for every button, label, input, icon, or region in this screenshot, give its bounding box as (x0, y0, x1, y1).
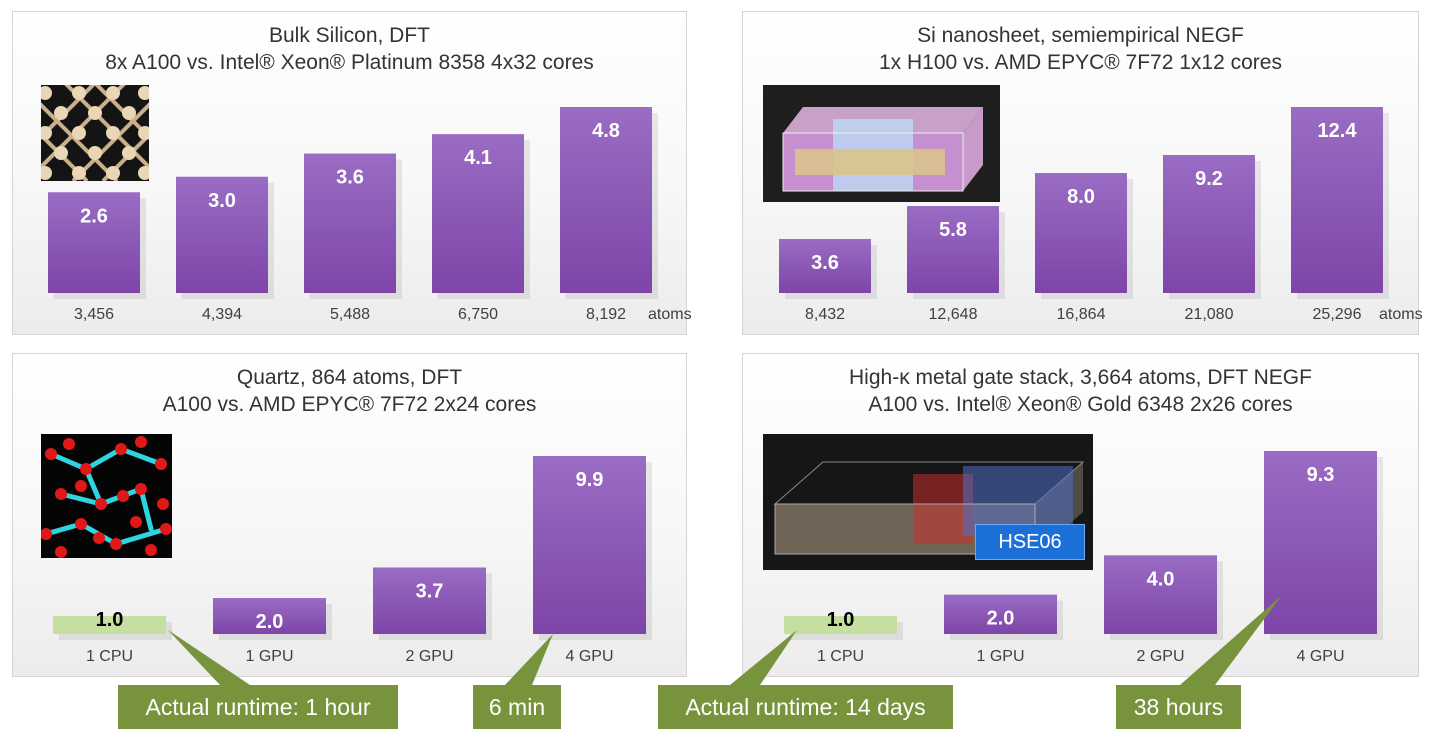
bar-2-gpu (373, 567, 486, 634)
category-label: 5,488 (330, 306, 370, 323)
category-label: 8,432 (805, 306, 845, 323)
bar-chart-bulk-silicon: 2.6 3,456 3.0 4,394 3.6 5,488 4.1 6,750 4.8 8,192… (48, 107, 692, 323)
bar-value-label: 12.4 (1318, 120, 1358, 142)
quartz-lattice-icon (41, 434, 172, 558)
bar-4-gpu (533, 456, 646, 634)
chart-title-line-1: Quartz, 864 atoms, DFT (236, 366, 463, 389)
chart-title-line-1: Si nanosheet, semiempirical NEGF (917, 24, 1244, 47)
bar-value-label: 4.8 (592, 120, 620, 142)
chart-title-line-1: Bulk Silicon, DFT (268, 24, 431, 47)
chart-title-line-1: High-κ metal gate stack, 3,664 atoms, DF… (849, 366, 1312, 389)
category-label: 8,192 (586, 306, 626, 323)
axis-unit-label: atoms (648, 306, 692, 323)
chart-title-line-2: A100 vs. AMD EPYC® 7F72 2x24 cores (162, 393, 537, 416)
panel-bulk-silicon: Bulk Silicon, DFT 8x A100 vs. Intel® Xeo… (12, 11, 692, 335)
chart-title: Si nanosheet, semiempirical NEGF 1x H100… (743, 22, 1418, 76)
category-label: 1 CPU (817, 648, 864, 665)
bar-value-label: 5.8 (939, 219, 967, 241)
bar-1-gpu (944, 594, 1057, 634)
bar-value-label: 9.3 (1307, 464, 1335, 486)
chart-title-line-2: A100 vs. Intel® Xeon® Gold 6348 2x26 cor… (868, 393, 1293, 416)
callout-cpu-runtime-quartz: Actual runtime: 1 hour (118, 685, 398, 729)
category-label: 2 GPU (405, 648, 453, 665)
category-label: 1 CPU (86, 648, 133, 665)
panel-quartz: Quartz, 864 atoms, DFT A100 vs. AMD EPYC… (12, 353, 687, 677)
bar-8-192 (560, 107, 652, 293)
bar-value-label: 3.0 (208, 190, 236, 212)
panel-high-k-gate-stack: High-κ metal gate stack, 3,664 atoms, DF… (742, 353, 1419, 677)
category-label: 16,864 (1057, 306, 1106, 323)
bar-chart-si-nanosheet: 3.6 8,432 5.8 12,648 8.0 16,864 9.2 21,080 12.4 2… (779, 107, 1423, 323)
si-nanosheet-device-image (763, 85, 1000, 202)
bar-4-394 (176, 176, 268, 293)
category-label: 3,456 (74, 306, 114, 323)
bar-21-080 (1163, 155, 1255, 293)
bar-3-456 (48, 192, 140, 293)
category-label: 21,080 (1185, 306, 1234, 323)
bar-1-gpu (213, 598, 326, 634)
bar-value-label: 4.0 (1147, 568, 1175, 590)
bar-value-label: 2.0 (987, 608, 1015, 630)
bar-value-label: 8.0 (1067, 186, 1095, 208)
bar-value-label: 2.6 (80, 205, 108, 227)
bar-25-296 (1291, 107, 1383, 293)
bar-12-648 (907, 206, 999, 293)
bar-value-label: 3.6 (811, 252, 839, 274)
category-label: 4,394 (202, 306, 242, 323)
bar-value-label: 2.0 (256, 611, 284, 633)
chart-title-line-2: 1x H100 vs. AMD EPYC® 7F72 1x12 cores (879, 51, 1282, 74)
category-label: 4 GPU (565, 648, 613, 665)
callout-gpu-runtime-quartz: 6 min (473, 685, 561, 729)
chart-title: Quartz, 864 atoms, DFT A100 vs. AMD EPYC… (13, 364, 686, 418)
bar-value-label: 1.0 (96, 609, 124, 631)
bulk-silicon-structure-image (41, 85, 149, 181)
bar-5-488 (304, 153, 396, 293)
bar-value-label: 3.6 (336, 167, 364, 189)
category-label: 4 GPU (1296, 648, 1344, 665)
bar-6-750 (432, 134, 524, 293)
category-label: 1 GPU (245, 648, 293, 665)
bar-8-432 (779, 239, 871, 293)
bar-value-label: 1.0 (827, 609, 855, 631)
bar-2-gpu (1104, 555, 1217, 634)
bar-value-label: 9.9 (576, 469, 604, 491)
category-label: 12,648 (929, 306, 978, 323)
callout-cpu-runtime-gate-stack: Actual runtime: 14 days (658, 685, 953, 729)
gate-stack-structure-image: HSE06 (763, 434, 1093, 570)
category-label: 25,296 (1313, 306, 1362, 323)
bar-4-gpu (1264, 451, 1377, 634)
panel-si-nanosheet: Si nanosheet, semiempirical NEGF 1x H100… (742, 11, 1423, 335)
chart-title-line-2: 8x A100 vs. Intel® Xeon® Platinum 8358 4… (105, 51, 594, 74)
callout-gpu-runtime-gate-stack: 38 hours (1116, 685, 1241, 729)
category-label: 1 GPU (976, 648, 1024, 665)
bar-chart-quartz: 1.0 1 CPU 2.0 1 GPU 3.7 2 GPU 9.9 4 GPU (53, 456, 652, 665)
chart-title: High-κ metal gate stack, 3,664 atoms, DF… (743, 364, 1418, 418)
category-label: 6,750 (458, 306, 498, 323)
bar-value-label: 9.2 (1195, 168, 1223, 190)
quartz-structure-image (41, 434, 172, 558)
axis-unit-label: atoms (1379, 306, 1423, 323)
bar-value-label: 4.1 (464, 147, 492, 169)
bar-1-cpu (784, 616, 897, 634)
bar-chart-gate-stack: 1.0 1 CPU 2.0 1 GPU 4.0 2 GPU 9.3 4 GPU (784, 451, 1383, 665)
hse06-badge: HSE06 (975, 524, 1085, 560)
bar-value-label: 3.7 (416, 580, 444, 602)
nanosheet-device-icon (763, 85, 1000, 202)
silicon-lattice-icon (41, 85, 149, 181)
category-label: 2 GPU (1136, 648, 1184, 665)
chart-title: Bulk Silicon, DFT 8x A100 vs. Intel® Xeo… (13, 22, 686, 76)
bar-1-cpu (53, 616, 166, 634)
bar-16-864 (1035, 173, 1127, 293)
